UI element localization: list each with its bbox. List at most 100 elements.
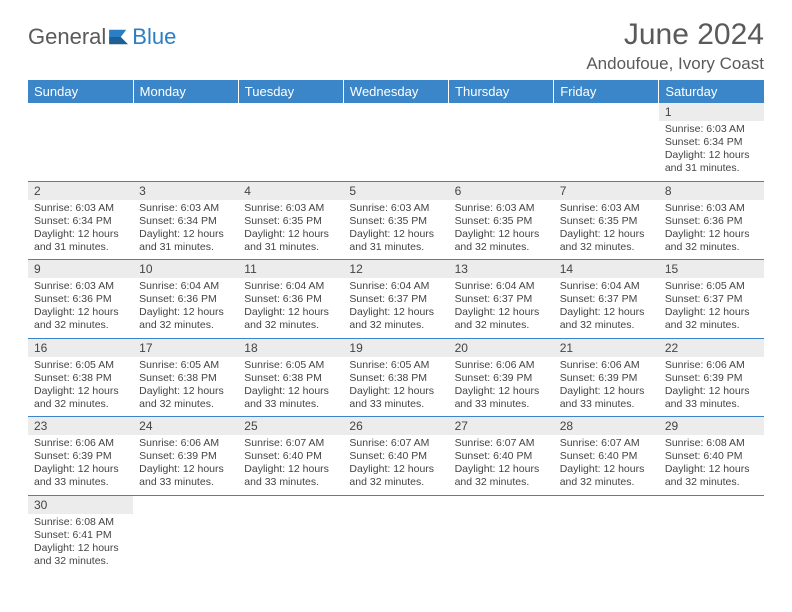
sunset-text: Sunset: 6:38 PM <box>34 372 127 385</box>
sunset-text: Sunset: 6:36 PM <box>139 293 232 306</box>
day-detail-cell: Sunrise: 6:04 AMSunset: 6:37 PMDaylight:… <box>554 278 659 338</box>
day-detail-cell: Sunrise: 6:05 AMSunset: 6:38 PMDaylight:… <box>343 357 448 417</box>
day-number-cell <box>238 103 343 121</box>
sunset-text: Sunset: 6:40 PM <box>455 450 548 463</box>
day-detail-cell: Sunrise: 6:06 AMSunset: 6:39 PMDaylight:… <box>659 357 764 417</box>
day-detail-cell <box>238 514 343 574</box>
daylight-text: Daylight: 12 hours and 31 minutes. <box>244 228 337 254</box>
sunset-text: Sunset: 6:38 PM <box>139 372 232 385</box>
sunrise-text: Sunrise: 6:04 AM <box>455 280 548 293</box>
day-number-cell: 23 <box>28 417 133 436</box>
sunrise-text: Sunrise: 6:03 AM <box>34 280 127 293</box>
daylight-text: Daylight: 12 hours and 33 minutes. <box>244 463 337 489</box>
daylight-text: Daylight: 12 hours and 33 minutes. <box>244 385 337 411</box>
daylight-text: Daylight: 12 hours and 32 minutes. <box>560 228 653 254</box>
sunrise-text: Sunrise: 6:05 AM <box>665 280 758 293</box>
day-number-cell: 9 <box>28 260 133 279</box>
day-detail-cell: Sunrise: 6:04 AMSunset: 6:36 PMDaylight:… <box>133 278 238 338</box>
daylight-text: Daylight: 12 hours and 32 minutes. <box>139 306 232 332</box>
sunset-text: Sunset: 6:40 PM <box>244 450 337 463</box>
daylight-text: Daylight: 12 hours and 32 minutes. <box>560 463 653 489</box>
day-detail-cell <box>133 121 238 181</box>
day-detail-row: Sunrise: 6:03 AMSunset: 6:34 PMDaylight:… <box>28 121 764 181</box>
day-detail-cell: Sunrise: 6:05 AMSunset: 6:37 PMDaylight:… <box>659 278 764 338</box>
day-number-row: 16171819202122 <box>28 338 764 357</box>
sunrise-text: Sunrise: 6:07 AM <box>560 437 653 450</box>
sunset-text: Sunset: 6:38 PM <box>349 372 442 385</box>
daylight-text: Daylight: 12 hours and 32 minutes. <box>665 463 758 489</box>
day-number-cell <box>28 103 133 121</box>
sunrise-text: Sunrise: 6:03 AM <box>665 123 758 136</box>
sunset-text: Sunset: 6:36 PM <box>244 293 337 306</box>
sunset-text: Sunset: 6:34 PM <box>139 215 232 228</box>
day-detail-cell <box>343 121 448 181</box>
day-number-cell: 24 <box>133 417 238 436</box>
calendar-table: SundayMondayTuesdayWednesdayThursdayFrid… <box>28 80 764 574</box>
daylight-text: Daylight: 12 hours and 32 minutes. <box>34 385 127 411</box>
sunset-text: Sunset: 6:35 PM <box>455 215 548 228</box>
sunset-text: Sunset: 6:35 PM <box>349 215 442 228</box>
daylight-text: Daylight: 12 hours and 32 minutes. <box>349 463 442 489</box>
flag-icon <box>108 28 130 46</box>
day-detail-cell: Sunrise: 6:03 AMSunset: 6:34 PMDaylight:… <box>28 200 133 260</box>
sunrise-text: Sunrise: 6:06 AM <box>560 359 653 372</box>
day-number-cell: 3 <box>133 181 238 200</box>
sunrise-text: Sunrise: 6:08 AM <box>665 437 758 450</box>
day-number-cell: 28 <box>554 417 659 436</box>
sunrise-text: Sunrise: 6:05 AM <box>349 359 442 372</box>
day-number-cell: 30 <box>28 495 133 514</box>
daylight-text: Daylight: 12 hours and 31 minutes. <box>349 228 442 254</box>
weekday-header: Tuesday <box>238 80 343 103</box>
brand-text-1: General <box>28 24 106 50</box>
day-number-cell: 19 <box>343 338 448 357</box>
sunset-text: Sunset: 6:34 PM <box>665 136 758 149</box>
day-detail-cell: Sunrise: 6:03 AMSunset: 6:35 PMDaylight:… <box>449 200 554 260</box>
day-detail-cell: Sunrise: 6:07 AMSunset: 6:40 PMDaylight:… <box>449 435 554 495</box>
daylight-text: Daylight: 12 hours and 32 minutes. <box>665 306 758 332</box>
day-detail-cell: Sunrise: 6:03 AMSunset: 6:34 PMDaylight:… <box>659 121 764 181</box>
daylight-text: Daylight: 12 hours and 33 minutes. <box>455 385 548 411</box>
sunset-text: Sunset: 6:37 PM <box>349 293 442 306</box>
day-number-cell: 13 <box>449 260 554 279</box>
sunset-text: Sunset: 6:39 PM <box>560 372 653 385</box>
day-number-cell: 10 <box>133 260 238 279</box>
calendar-page: General Blue June 2024 Andoufoue, Ivory … <box>0 0 792 574</box>
day-detail-cell: Sunrise: 6:05 AMSunset: 6:38 PMDaylight:… <box>133 357 238 417</box>
sunset-text: Sunset: 6:36 PM <box>665 215 758 228</box>
sunset-text: Sunset: 6:39 PM <box>34 450 127 463</box>
day-number-cell: 26 <box>343 417 448 436</box>
sunset-text: Sunset: 6:39 PM <box>139 450 232 463</box>
day-detail-cell: Sunrise: 6:06 AMSunset: 6:39 PMDaylight:… <box>554 357 659 417</box>
daylight-text: Daylight: 12 hours and 32 minutes. <box>34 306 127 332</box>
day-number-cell <box>554 495 659 514</box>
daylight-text: Daylight: 12 hours and 33 minutes. <box>139 463 232 489</box>
sunrise-text: Sunrise: 6:08 AM <box>34 516 127 529</box>
day-number-cell: 4 <box>238 181 343 200</box>
day-number-cell: 12 <box>343 260 448 279</box>
sunrise-text: Sunrise: 6:07 AM <box>349 437 442 450</box>
sunset-text: Sunset: 6:39 PM <box>455 372 548 385</box>
day-detail-row: Sunrise: 6:03 AMSunset: 6:36 PMDaylight:… <box>28 278 764 338</box>
sunrise-text: Sunrise: 6:04 AM <box>349 280 442 293</box>
daylight-text: Daylight: 12 hours and 32 minutes. <box>455 306 548 332</box>
sunrise-text: Sunrise: 6:07 AM <box>244 437 337 450</box>
location-label: Andoufoue, Ivory Coast <box>586 54 764 74</box>
sunrise-text: Sunrise: 6:06 AM <box>34 437 127 450</box>
day-detail-cell: Sunrise: 6:08 AMSunset: 6:40 PMDaylight:… <box>659 435 764 495</box>
day-detail-cell <box>449 514 554 574</box>
day-number-cell <box>343 103 448 121</box>
day-detail-cell: Sunrise: 6:05 AMSunset: 6:38 PMDaylight:… <box>28 357 133 417</box>
sunrise-text: Sunrise: 6:03 AM <box>34 202 127 215</box>
day-detail-cell: Sunrise: 6:03 AMSunset: 6:35 PMDaylight:… <box>238 200 343 260</box>
sunrise-text: Sunrise: 6:03 AM <box>455 202 548 215</box>
day-detail-cell: Sunrise: 6:04 AMSunset: 6:37 PMDaylight:… <box>343 278 448 338</box>
daylight-text: Daylight: 12 hours and 33 minutes. <box>560 385 653 411</box>
day-number-row: 23242526272829 <box>28 417 764 436</box>
sunrise-text: Sunrise: 6:05 AM <box>34 359 127 372</box>
day-number-cell: 17 <box>133 338 238 357</box>
weekday-header: Friday <box>554 80 659 103</box>
day-number-cell: 18 <box>238 338 343 357</box>
sunrise-text: Sunrise: 6:03 AM <box>349 202 442 215</box>
sunrise-text: Sunrise: 6:04 AM <box>139 280 232 293</box>
day-number-row: 30 <box>28 495 764 514</box>
